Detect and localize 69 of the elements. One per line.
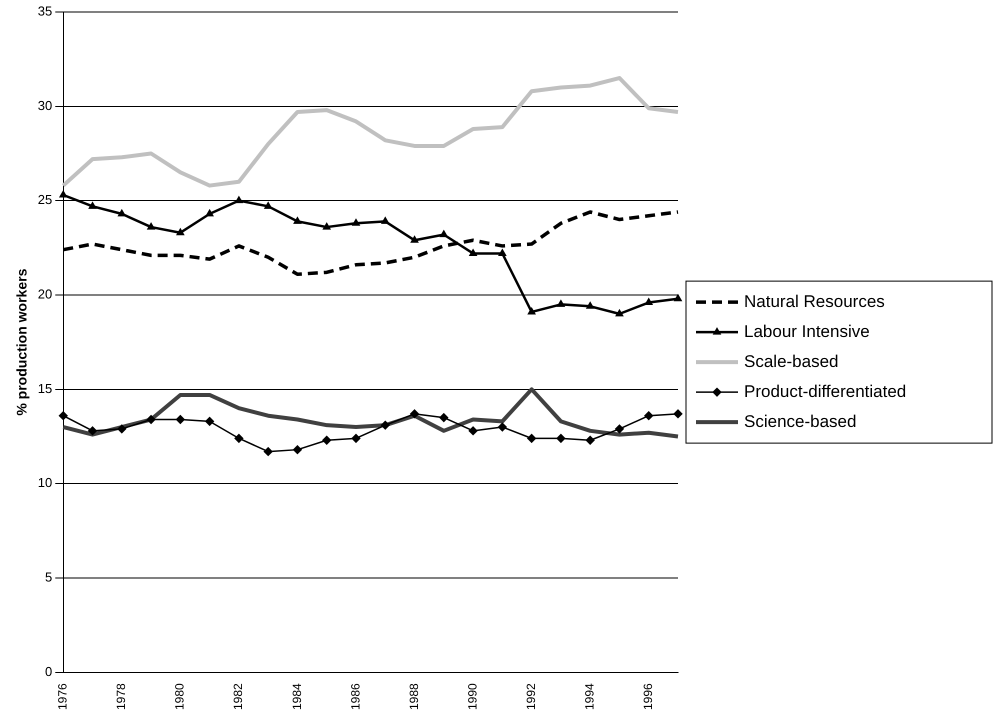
legend-label: Labour Intensive [744, 322, 870, 341]
point [469, 248, 478, 256]
point [439, 413, 448, 422]
x-tick-label: 1978 [114, 682, 128, 710]
y-tick-label: 5 [45, 570, 52, 585]
point [586, 302, 594, 309]
point [614, 424, 624, 434]
x-tick-label: 1982 [231, 682, 246, 710]
point [498, 248, 506, 256]
point [234, 434, 244, 443]
point [556, 434, 566, 443]
point [674, 409, 682, 418]
y-tick-label: 25 [38, 192, 52, 208]
point [176, 415, 185, 424]
point [176, 228, 184, 236]
point [351, 434, 360, 443]
point [118, 209, 126, 216]
legend-label: Product-differentiated [744, 382, 906, 401]
point [586, 436, 595, 445]
point [88, 202, 96, 209]
point [381, 216, 390, 224]
point [674, 294, 682, 302]
point [146, 415, 156, 424]
point [264, 202, 272, 209]
y-axis-title: % production workers [13, 268, 30, 416]
point [440, 230, 448, 238]
y-tick-label: 15 [38, 380, 52, 396]
x-tick-label: 1988 [406, 682, 421, 710]
point [293, 216, 302, 224]
x-tick-label: 1994 [582, 682, 596, 710]
x-tick-label: 1986 [348, 682, 362, 710]
point [528, 307, 536, 314]
y-tick-label: 10 [38, 475, 52, 490]
point [206, 209, 214, 216]
point [264, 447, 273, 456]
point [117, 424, 126, 434]
point [468, 426, 478, 436]
point [644, 298, 653, 306]
x-tick-label: 1984 [290, 682, 304, 710]
point [352, 218, 360, 226]
x-tick-label: 1976 [56, 682, 70, 710]
point [147, 222, 156, 230]
point [234, 196, 243, 204]
x-tick-label: 1980 [172, 682, 187, 710]
legend-label: Scale-based [744, 352, 839, 371]
point [644, 411, 654, 420]
y-tick-label: 35 [38, 4, 52, 19]
point [88, 426, 98, 436]
y-tick-label: 0 [45, 664, 52, 679]
y-tick-label: 20 [38, 286, 52, 302]
point [527, 434, 536, 443]
point [322, 222, 331, 230]
legend-label: Science-based [744, 412, 856, 431]
point [58, 411, 68, 420]
point [322, 436, 332, 445]
x-tick-label: 1996 [641, 682, 656, 710]
point [615, 309, 624, 316]
point [410, 409, 420, 418]
point [205, 416, 214, 426]
point [556, 300, 565, 307]
x-tick-label: 1990 [465, 682, 480, 710]
legend-label: Natural Resources [744, 292, 885, 311]
point [380, 420, 390, 430]
x-tick-label: 1992 [524, 682, 538, 710]
point [410, 236, 419, 243]
point [59, 190, 68, 198]
point [498, 422, 507, 432]
point [292, 445, 302, 454]
y-tick-label: 30 [38, 98, 52, 113]
